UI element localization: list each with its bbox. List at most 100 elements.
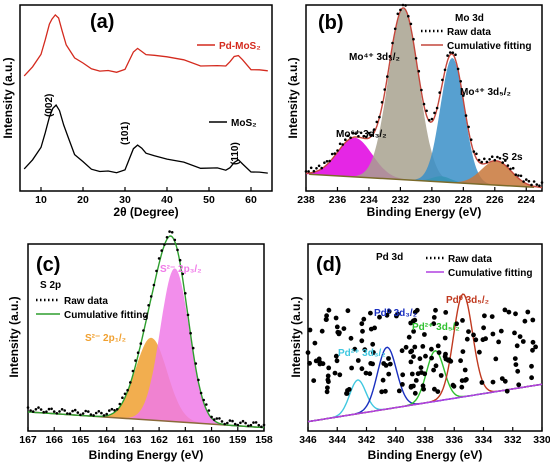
raw-data-point: [354, 132, 358, 135]
raw-data-point: [488, 158, 491, 161]
raw-data-point: [454, 321, 459, 327]
raw-data-point: [323, 317, 329, 322]
raw-data-point: [60, 408, 64, 411]
raw-data-point: [435, 343, 441, 349]
raw-data-point: [383, 363, 389, 368]
annotation-101: (101): [120, 122, 131, 145]
x-tick-label: 330: [533, 434, 550, 446]
x-tick-label: 336: [445, 434, 463, 446]
y-axis-title: Intensity (a.u.): [1, 57, 15, 138]
raw-data-point: [498, 328, 504, 334]
raw-data-point: [540, 181, 544, 184]
raw-data-point: [334, 324, 340, 330]
raw-data-point: [341, 143, 345, 146]
raw-data-point: [481, 325, 486, 331]
raw-data-point: [431, 367, 436, 373]
raw-data-point: [409, 371, 415, 377]
raw-data-point: [359, 321, 365, 327]
raw-data-point: [326, 365, 332, 371]
raw-data-point: [324, 313, 329, 319]
raw-data-point: [254, 421, 258, 424]
raw-data-point: [307, 170, 310, 173]
x-tick-label: 226: [486, 194, 504, 206]
raw-data-point: [58, 410, 61, 413]
raw-data-point: [163, 243, 166, 246]
raw-data-point: [436, 350, 442, 355]
raw-data-point: [525, 178, 528, 181]
raw-data-point: [362, 347, 368, 353]
legend-header: Mo 3d: [455, 13, 484, 24]
raw-data-point: [513, 311, 518, 317]
raw-data-point: [430, 117, 434, 121]
legend: S 2p Raw data Cumulative fitting: [36, 280, 148, 321]
raw-data-point: [223, 422, 226, 426]
raw-data-point: [386, 75, 389, 78]
raw-data-point: [186, 313, 190, 317]
raw-data-point: [165, 236, 169, 239]
raw-data-point: [399, 8, 402, 12]
raw-data-point: [530, 317, 536, 323]
raw-data-point: [412, 344, 418, 350]
panel-c: (c) Intensity (a.u.) Binding Energy (eV)…: [7, 230, 273, 462]
raw-data-point: [411, 329, 416, 334]
raw-data-point: [333, 152, 337, 155]
raw-data-point: [305, 350, 311, 355]
raw-data-point: [483, 157, 486, 161]
raw-data-point: [422, 102, 426, 106]
raw-data-point: [429, 346, 434, 352]
raw-data-point: [504, 159, 507, 162]
raw-data-point: [352, 346, 358, 352]
raw-data-point: [307, 327, 313, 333]
x-tick-label: 159: [229, 434, 247, 446]
raw-data-point: [118, 402, 122, 406]
raw-data-point: [173, 238, 177, 242]
raw-data-point: [233, 422, 237, 426]
raw-data-point: [502, 307, 508, 313]
raw-data-point: [431, 315, 437, 320]
raw-data-point: [480, 160, 484, 164]
y-axis-title: Intensity (a.u.): [7, 296, 21, 377]
raw-data-point: [420, 344, 426, 349]
raw-data-point: [535, 183, 539, 186]
raw-data-point: [464, 336, 470, 342]
legend: Mo 3d Raw data Cumulative fitting: [421, 13, 531, 52]
cumulative-fit-line: [307, 383, 543, 423]
x-tick-label: 344: [328, 434, 346, 446]
x-tick-label: 161: [177, 434, 195, 446]
raw-data-point: [317, 164, 321, 168]
raw-data-point: [71, 409, 74, 413]
raw-data-point: [538, 184, 541, 187]
raw-data-point: [220, 420, 224, 423]
plot-group: [26, 230, 266, 429]
raw-data-point: [341, 326, 347, 331]
raw-data-point: [410, 318, 416, 324]
raw-data-point: [509, 167, 512, 171]
raw-data-point: [394, 313, 399, 319]
raw-data-point: [375, 120, 379, 124]
raw-data-point: [370, 341, 376, 347]
raw-data-point: [113, 409, 116, 412]
raw-data-point: [197, 378, 200, 382]
raw-data-point: [363, 370, 369, 376]
raw-data-point: [345, 308, 351, 314]
raw-data-point: [533, 344, 538, 350]
raw-data-point: [68, 412, 72, 416]
raw-data-point: [94, 411, 98, 415]
raw-data-point: [462, 367, 468, 373]
raw-data-point: [262, 423, 266, 427]
raw-data-point: [315, 167, 318, 170]
raw-data-point: [26, 406, 30, 409]
raw-data-point: [414, 307, 420, 313]
raw-data-point: [496, 155, 499, 159]
raw-data-point: [530, 347, 535, 353]
raw-data-point: [336, 149, 339, 152]
y-axis-title: Intensity (a.u.): [289, 296, 303, 377]
raw-data-point: [459, 384, 465, 390]
raw-data-point: [438, 91, 442, 94]
raw-data-point: [110, 407, 114, 411]
raw-data-point: [393, 27, 397, 31]
x-axis-title: Binding Energy (eV): [368, 448, 483, 462]
raw-data-point: [312, 169, 316, 173]
raw-data-point: [323, 161, 326, 164]
raw-data-point: [485, 160, 489, 164]
